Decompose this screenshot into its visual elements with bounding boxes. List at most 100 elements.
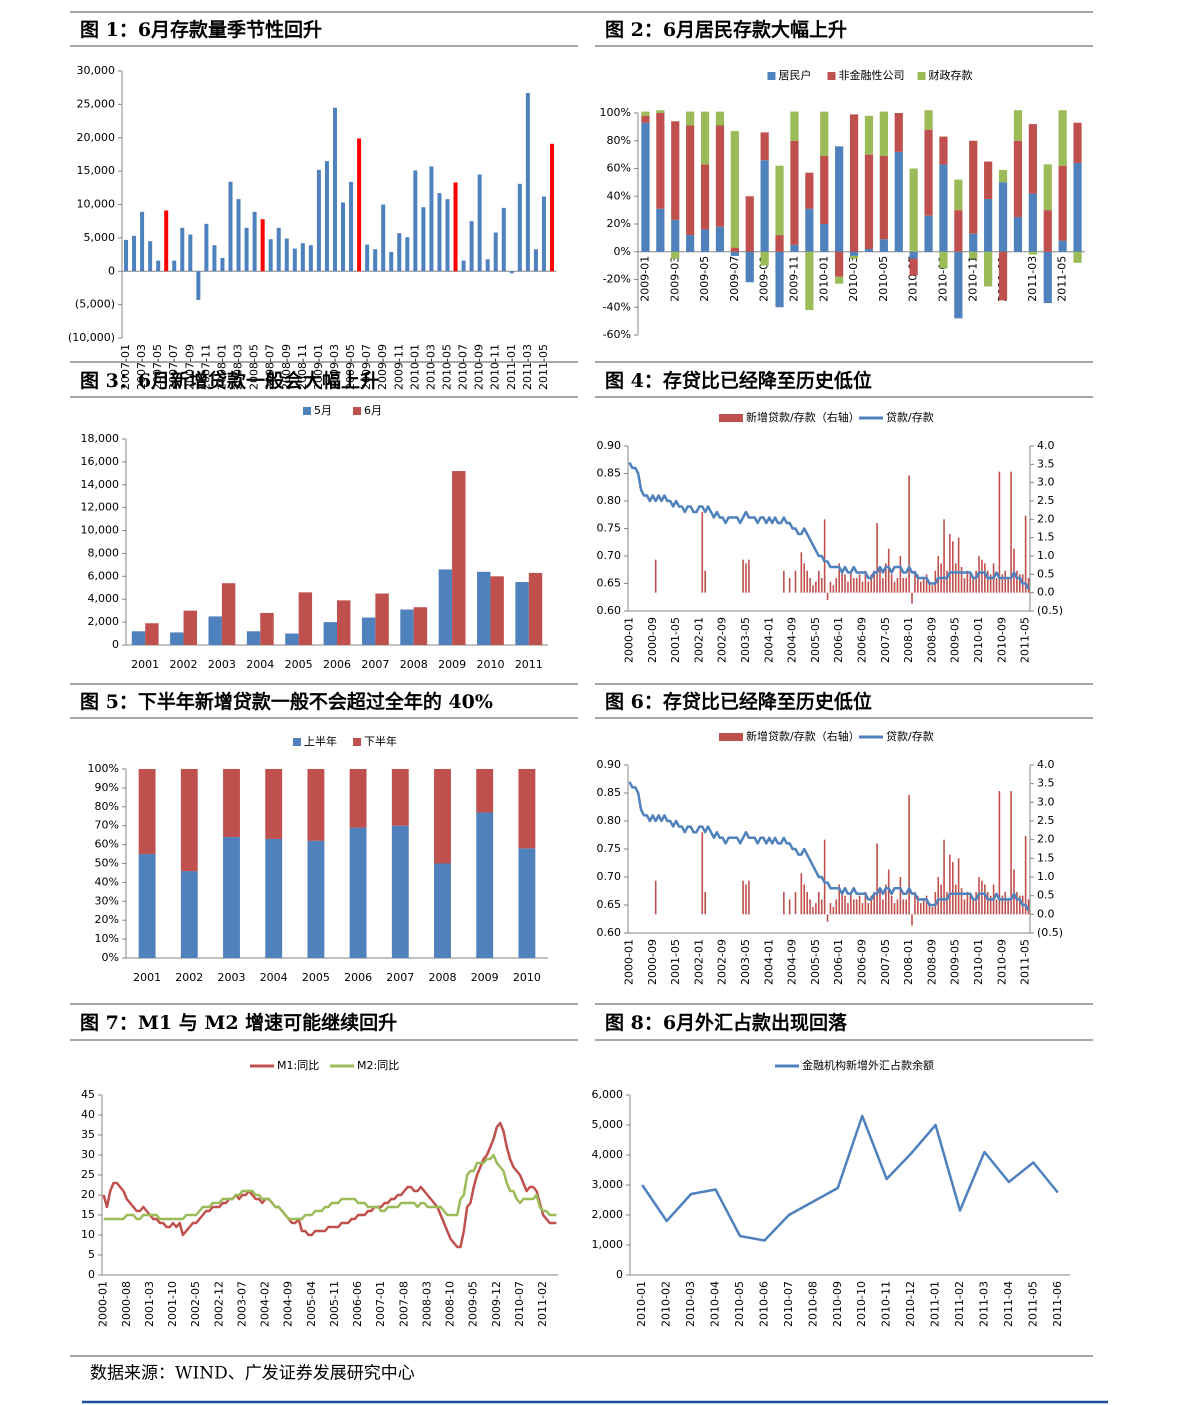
bar: [1004, 891, 1007, 915]
y-tick-label: 4,000: [88, 592, 120, 605]
bar: [989, 895, 992, 915]
bar: [140, 211, 145, 272]
x-tick-label: 2005-05: [809, 617, 822, 663]
y-tick-label: 50%: [95, 857, 119, 870]
bar: [421, 207, 426, 272]
bar: [952, 541, 954, 593]
figure-caption: 图 4：存贷比已经降至历史低位: [605, 369, 872, 392]
x-tick-label: 2001-05: [669, 939, 682, 985]
bar: [876, 523, 878, 593]
y2-tick-label: 0.0: [1037, 907, 1055, 920]
bar: [963, 578, 966, 593]
bar: [212, 245, 217, 272]
x-tick-label: 2010-09: [831, 1281, 844, 1327]
x-tick-label: 2010-07: [513, 1281, 526, 1327]
bar: [1058, 240, 1067, 252]
bar: [469, 221, 474, 272]
x-tick-label: 2006-09: [856, 617, 869, 663]
bar: [954, 251, 963, 319]
x-tick-label: 2011-02: [536, 1281, 549, 1327]
x-tick-label: 2010-11: [880, 1281, 893, 1327]
bar: [748, 880, 750, 915]
bar: [790, 244, 799, 252]
y2-tick-label: 0.5: [1037, 889, 1055, 902]
x-tick-label: 2009-03: [668, 256, 681, 302]
line: [628, 461, 1030, 590]
bar: [981, 559, 983, 593]
x-tick-label: 2011-03: [1026, 256, 1039, 302]
x-tick-label: 2011-03: [521, 344, 534, 390]
bar: [911, 592, 913, 604]
y2-tick-label: 1.0: [1037, 549, 1055, 562]
bar: [188, 234, 193, 272]
x-tick-label: 2008-09: [925, 617, 938, 663]
legend-key: [827, 72, 836, 80]
y-tick-label: 5: [88, 1248, 95, 1261]
y2-tick-label: 1.5: [1037, 851, 1055, 864]
y2-tick-label: 2.5: [1037, 814, 1055, 827]
bar: [324, 161, 329, 272]
bar: [132, 235, 137, 272]
bar: [445, 199, 450, 272]
bar: [957, 858, 960, 915]
x-tick-label: 2000-01: [622, 939, 635, 985]
bar: [1007, 578, 1009, 593]
bar: [890, 574, 893, 593]
bar: [641, 115, 650, 123]
y2-tick-label: 3.0: [1037, 476, 1055, 489]
x-tick-label: 2011-05: [1019, 939, 1032, 985]
bar: [815, 581, 817, 593]
bar: [1013, 140, 1023, 218]
bar: [850, 891, 852, 915]
bar: [490, 576, 504, 645]
x-tick-label: 2011-06: [1051, 1281, 1064, 1327]
bar: [276, 227, 281, 272]
y2-tick-label: 3.5: [1037, 457, 1055, 470]
bar: [1013, 869, 1015, 915]
bar: [1043, 210, 1052, 252]
bar: [914, 891, 916, 915]
bar: [760, 251, 769, 266]
bar: [995, 578, 998, 593]
bar: [820, 578, 823, 593]
x-tick-label: 2011-05: [537, 344, 550, 390]
bar: [896, 899, 899, 915]
x-tick-label: 2011-05: [1019, 617, 1032, 663]
y-tick-label: 16,000: [81, 455, 120, 468]
bar: [704, 570, 706, 593]
bar: [1016, 891, 1018, 915]
bar: [365, 244, 370, 272]
y-tick-label: 20: [81, 1188, 95, 1201]
bar: [1013, 110, 1023, 141]
bar: [864, 891, 867, 915]
legend-key: [293, 738, 301, 746]
bar: [656, 113, 665, 209]
bar: [998, 471, 1001, 593]
legend-label: 上半年: [304, 734, 337, 748]
bar: [485, 259, 490, 272]
x-tick-label: 2004-09: [282, 1281, 295, 1327]
legend-label: 金融机构新增外汇占款余额: [802, 1058, 934, 1072]
bar: [1058, 165, 1067, 241]
y-tick-label: 25: [81, 1168, 95, 1181]
bar: [864, 248, 874, 252]
bar: [812, 906, 814, 915]
bar: [1016, 570, 1018, 593]
legend-key: [917, 72, 926, 80]
x-tick-label: 2007-05: [151, 344, 164, 390]
x-tick-label: 2009-07: [728, 256, 741, 302]
legend-key: [353, 407, 361, 415]
bar: [864, 154, 874, 249]
x-tick-label: 2008-09: [280, 344, 293, 390]
bar: [1073, 162, 1082, 252]
x-tick-label: 2009-07: [360, 344, 373, 390]
bar: [820, 224, 829, 252]
y-tick-label: 0.65: [597, 898, 622, 911]
bar: [783, 891, 785, 915]
bar: [876, 843, 878, 915]
bar: [131, 631, 146, 645]
bar: [316, 169, 321, 272]
bar: [413, 607, 428, 645]
bar: [1019, 895, 1021, 915]
x-tick-label: 2004-01: [762, 617, 775, 663]
